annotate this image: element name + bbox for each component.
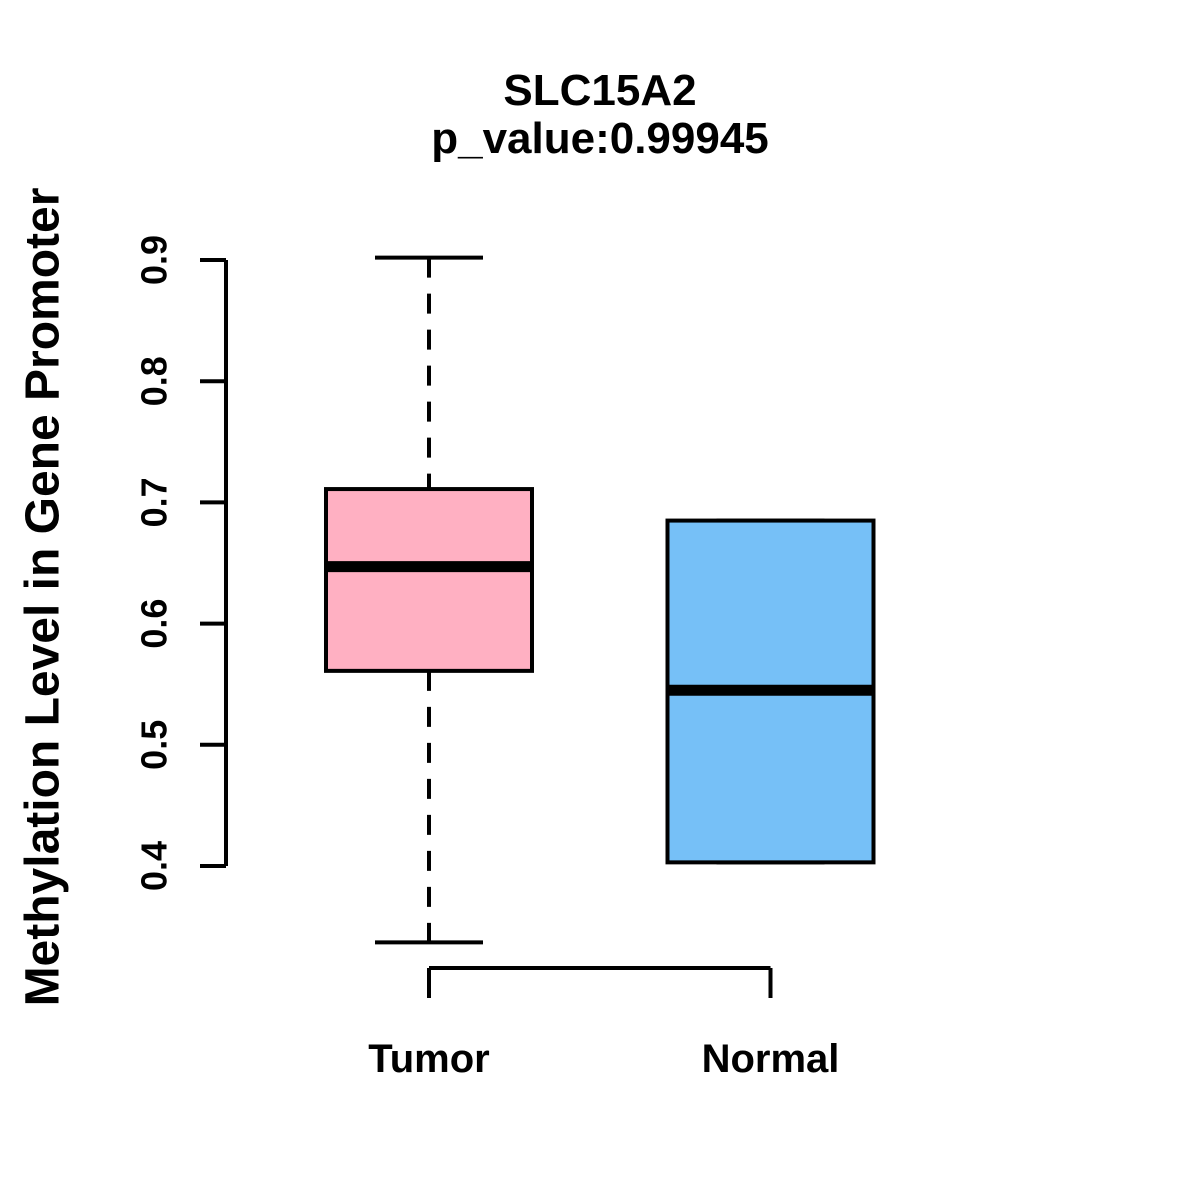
- x-category-label-normal: Normal: [702, 1037, 840, 1081]
- y-tick-label: 0.7: [134, 477, 175, 527]
- y-tick-label: 0.8: [134, 356, 175, 406]
- y-tick-label: 0.5: [134, 720, 175, 770]
- y-tick-label: 0.4: [134, 841, 175, 891]
- box-tumor: [324, 487, 534, 673]
- chart-subtitle-pvalue: p_value:0.99945: [431, 114, 769, 163]
- y-tick-label: 0.9: [134, 235, 175, 285]
- chart-title: SLC15A2: [503, 66, 697, 115]
- x-category-label-tumor: Tumor: [368, 1037, 489, 1081]
- y-tick-label: 0.6: [134, 599, 175, 649]
